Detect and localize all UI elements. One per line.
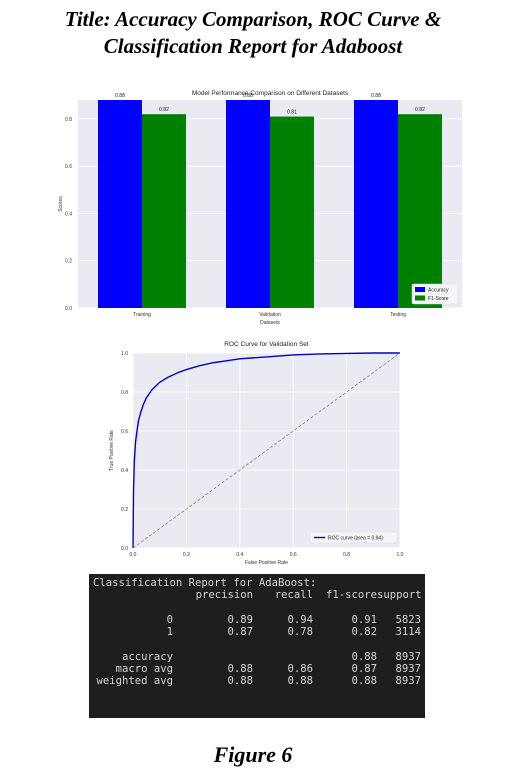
- y-tick-label: 0.6: [121, 429, 128, 435]
- report-spacer: [93, 638, 421, 650]
- data-label: 0.88: [371, 93, 381, 99]
- y-tick-label: 0.2: [121, 507, 128, 513]
- cell-support: 8937: [395, 663, 421, 676]
- title-line-1: Title: Accuracy Comparison, ROC Curve &: [64, 7, 442, 31]
- header-support: support: [377, 589, 422, 602]
- cell-precision: 0.87: [227, 626, 253, 639]
- y-tick-label: 0.8: [121, 390, 128, 396]
- y-tick-label: 0.0: [65, 306, 72, 312]
- row-label: macro avg: [115, 663, 173, 676]
- chart-title: ROC Curve for Validation Set: [224, 341, 309, 348]
- x-tick-label: 0.6: [290, 552, 297, 558]
- row-label: 1: [166, 626, 173, 639]
- y-tick-label: 0.2: [65, 259, 72, 265]
- cell-precision: 0.88: [227, 663, 253, 676]
- header-precision: precision: [195, 589, 253, 602]
- y-tick-label: 0.6: [65, 164, 72, 170]
- cell-support: 5823: [395, 613, 421, 626]
- legend-label: F1-Score: [428, 296, 449, 302]
- classification-report: Classification Report for AdaBoost: prec…: [89, 574, 425, 718]
- roc-curve: [132, 352, 400, 549]
- data-label: 0.82: [159, 107, 169, 113]
- data-label: 0.88: [115, 93, 125, 99]
- cell-recall: 0.86: [287, 663, 313, 676]
- cell-precision: 0.89: [227, 613, 253, 626]
- cell-recall: 0.94: [287, 613, 313, 626]
- bar: [142, 114, 186, 308]
- legend: [309, 531, 398, 544]
- x-tick-label: Testing: [390, 312, 406, 318]
- x-tick-label: 0.4: [236, 552, 243, 558]
- cell-recall: 0.78: [287, 626, 313, 639]
- y-axis-label: Scores: [58, 196, 64, 212]
- report-title: Classification Report for AdaBoost:: [93, 577, 317, 589]
- cell-f1-score: 0.87: [351, 663, 377, 676]
- header-recall: recall: [274, 589, 313, 602]
- report-spacer: [93, 602, 421, 614]
- cell-support: 3114: [395, 626, 421, 639]
- bar: [270, 116, 314, 308]
- data-label: 0.82: [415, 107, 425, 113]
- x-tick-label: Validation: [259, 312, 281, 318]
- x-tick-label: 0.2: [183, 552, 190, 558]
- cell-support: 8937: [395, 675, 421, 688]
- report-header-row: precision recall f1-score support: [93, 589, 422, 602]
- bar: [354, 100, 398, 308]
- legend-swatch: [415, 295, 425, 301]
- cell-support: 8937: [395, 650, 421, 663]
- page-title: Title: Accuracy Comparison, ROC Curve & …: [0, 6, 506, 60]
- bar: [98, 100, 142, 308]
- y-tick-label: 0.4: [65, 211, 72, 217]
- y-tick-label: 0.8: [65, 117, 72, 123]
- row-label: weighted avg: [96, 675, 173, 688]
- y-tick-label: 0.4: [121, 468, 128, 474]
- cell-f1-score: 0.91: [351, 613, 377, 626]
- report-summary-macro-avg: macro avg 0.88 0.86 0.87 8937: [93, 663, 421, 675]
- bar: [226, 100, 270, 308]
- roc-chart: ROC Curve for Validation Set 0.0 0.2 0.4 0.6…: [109, 341, 404, 566]
- data-label: 0.88: [243, 93, 253, 99]
- cell-f1-score: 0.88: [351, 650, 377, 663]
- legend-label: Accuracy: [428, 288, 449, 294]
- x-axis-label: Datasets: [260, 320, 280, 326]
- figure-caption: Figure 6: [213, 742, 293, 767]
- data-label: 0.81: [287, 110, 297, 116]
- report-summary-weighted-avg: weighted avg 0.88 0.88 0.88 8937: [93, 675, 421, 687]
- report-row-1: 1 0.87 0.78 0.82 3114: [93, 626, 421, 638]
- cell-precision: 0.88: [227, 675, 253, 688]
- y-tick-label: 1.0: [121, 351, 128, 357]
- title-line-2: Classification Report for Adaboost: [103, 34, 403, 58]
- report-summary-accuracy: accuracy 0.88 8937: [93, 651, 421, 663]
- x-tick-label: Training: [133, 312, 151, 318]
- report-row-0: 0 0.89 0.94 0.91 5823: [93, 614, 421, 626]
- bar-chart: Model Performance Comparison on Differen…: [58, 90, 462, 326]
- y-axis-label: True Positive Rate: [109, 430, 115, 471]
- row-label: accuracy: [121, 650, 173, 663]
- cell-f1-score: 0.82: [351, 626, 377, 639]
- x-tick-label: 0.0: [130, 552, 137, 558]
- chart-title: Model Performance Comparison on Differen…: [192, 90, 349, 97]
- x-axis-label: False Positive Rate: [245, 560, 288, 566]
- bar: [398, 114, 442, 308]
- y-tick-label: 0.0: [121, 546, 128, 552]
- x-tick-label: 1.0: [397, 552, 404, 558]
- header-f1-score: f1-score: [325, 589, 377, 602]
- chance-line: [132, 352, 401, 549]
- row-label: 0: [166, 613, 173, 626]
- legend-swatch: [415, 287, 425, 292]
- cell-f1-score: 0.88: [351, 675, 377, 688]
- cell-recall: 0.88: [287, 675, 313, 688]
- x-tick-label: 0.8: [343, 552, 350, 558]
- legend-label: ROC curve (area = 0.94): [328, 536, 383, 542]
